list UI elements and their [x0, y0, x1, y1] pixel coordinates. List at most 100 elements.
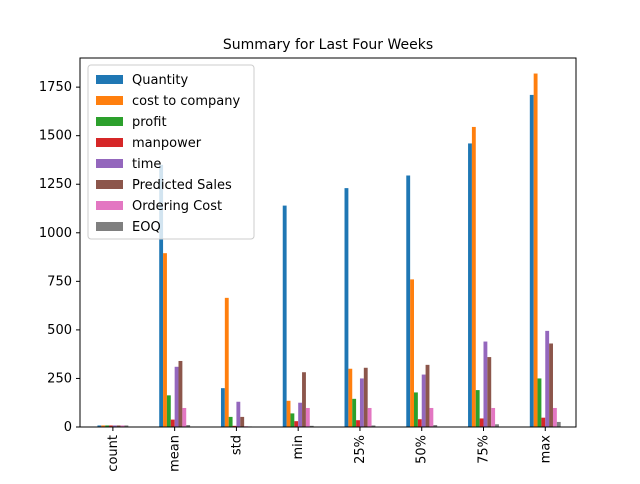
legend-label: Ordering Cost [132, 199, 222, 214]
bar [166, 395, 171, 427]
legend-swatch [96, 180, 123, 189]
bar [120, 425, 125, 427]
y-tick-label: 0 [64, 420, 72, 435]
x-axis: count mean std min 25% 50% 75% max [106, 427, 553, 472]
bar [552, 407, 557, 427]
bar [282, 205, 287, 427]
bar [105, 425, 110, 427]
x-tick-label: min [291, 435, 306, 460]
bar [537, 378, 542, 427]
bar [228, 416, 233, 427]
bar [116, 425, 121, 427]
y-axis: 0 250 500 750 1000 1250 1500 1750 [39, 80, 80, 435]
chart-title: Summary for Last Four Weeks [223, 37, 433, 53]
bar [302, 372, 306, 427]
legend-label: Predicted Sales [132, 178, 232, 193]
bar [224, 297, 229, 427]
bar [491, 407, 496, 427]
bar [425, 364, 430, 427]
legend-swatch [96, 75, 123, 84]
legend-swatch [96, 222, 123, 231]
x-tick-label: 75% [476, 435, 491, 464]
legend-swatch [96, 96, 123, 105]
bar [112, 425, 117, 427]
bar [294, 421, 299, 427]
legend-box [87, 64, 255, 240]
bar [348, 368, 353, 427]
x-tick-label: max [538, 435, 553, 464]
bar [182, 407, 187, 427]
bar [475, 390, 480, 427]
bar [433, 425, 438, 427]
legend-label: profit [132, 115, 167, 130]
bar [124, 425, 129, 427]
legend: Quantity cost to company profit manpower tim… [87, 64, 255, 240]
bar [309, 425, 314, 427]
legend-label: manpower [132, 136, 202, 151]
bar [170, 419, 175, 427]
bar [533, 73, 538, 427]
y-tick-label: 1250 [39, 177, 72, 192]
bar [178, 360, 183, 427]
bar [359, 378, 364, 427]
y-tick-label: 1750 [39, 80, 72, 95]
bar [174, 366, 179, 427]
y-tick-label: 750 [47, 274, 72, 289]
bar [417, 419, 422, 427]
bar [545, 330, 550, 427]
bar [159, 164, 164, 427]
bar [406, 175, 411, 427]
bar [352, 398, 357, 427]
bar [421, 374, 426, 427]
bar [363, 367, 368, 427]
bar [101, 425, 106, 427]
bar [220, 388, 225, 427]
bar [305, 407, 310, 427]
legend-swatch [96, 117, 123, 126]
bar [556, 421, 561, 427]
bar [236, 401, 241, 427]
x-tick-label: 50% [415, 435, 430, 464]
bars-group [97, 73, 561, 428]
bar [495, 424, 499, 427]
bar [290, 413, 295, 427]
bar [163, 253, 167, 427]
y-tick-label: 250 [47, 371, 72, 386]
legend-swatch [96, 138, 123, 147]
bar [356, 420, 360, 427]
bar [429, 407, 434, 427]
bar [549, 343, 553, 427]
legend-label: cost to company [132, 94, 241, 109]
bar [367, 407, 372, 427]
legend-label: time [132, 157, 161, 172]
legend-swatch [96, 159, 123, 168]
bar [529, 94, 534, 428]
legend-label: Quantity [132, 73, 188, 88]
y-tick-label: 500 [47, 323, 72, 338]
bar [97, 425, 102, 427]
x-tick-label: 25% [353, 435, 368, 464]
bar [468, 143, 472, 427]
legend-swatch [96, 201, 123, 210]
bar [232, 425, 237, 427]
x-tick-label: std [229, 435, 244, 455]
bar [487, 357, 492, 427]
bar [286, 400, 291, 427]
x-tick-label: count [106, 435, 121, 472]
bar [410, 279, 414, 427]
bar [344, 188, 349, 427]
bar [371, 425, 376, 427]
plot-frame [79, 57, 577, 428]
bar [109, 425, 113, 427]
bar [240, 416, 245, 427]
bar [483, 341, 488, 427]
bar [186, 425, 191, 427]
bar [479, 418, 484, 427]
x-tick-label: mean [168, 435, 183, 472]
bar [471, 126, 476, 427]
y-tick-label: 1000 [39, 226, 72, 241]
bar [298, 402, 303, 427]
bar [414, 392, 418, 427]
bar [541, 417, 546, 427]
y-tick-label: 1500 [39, 129, 72, 144]
